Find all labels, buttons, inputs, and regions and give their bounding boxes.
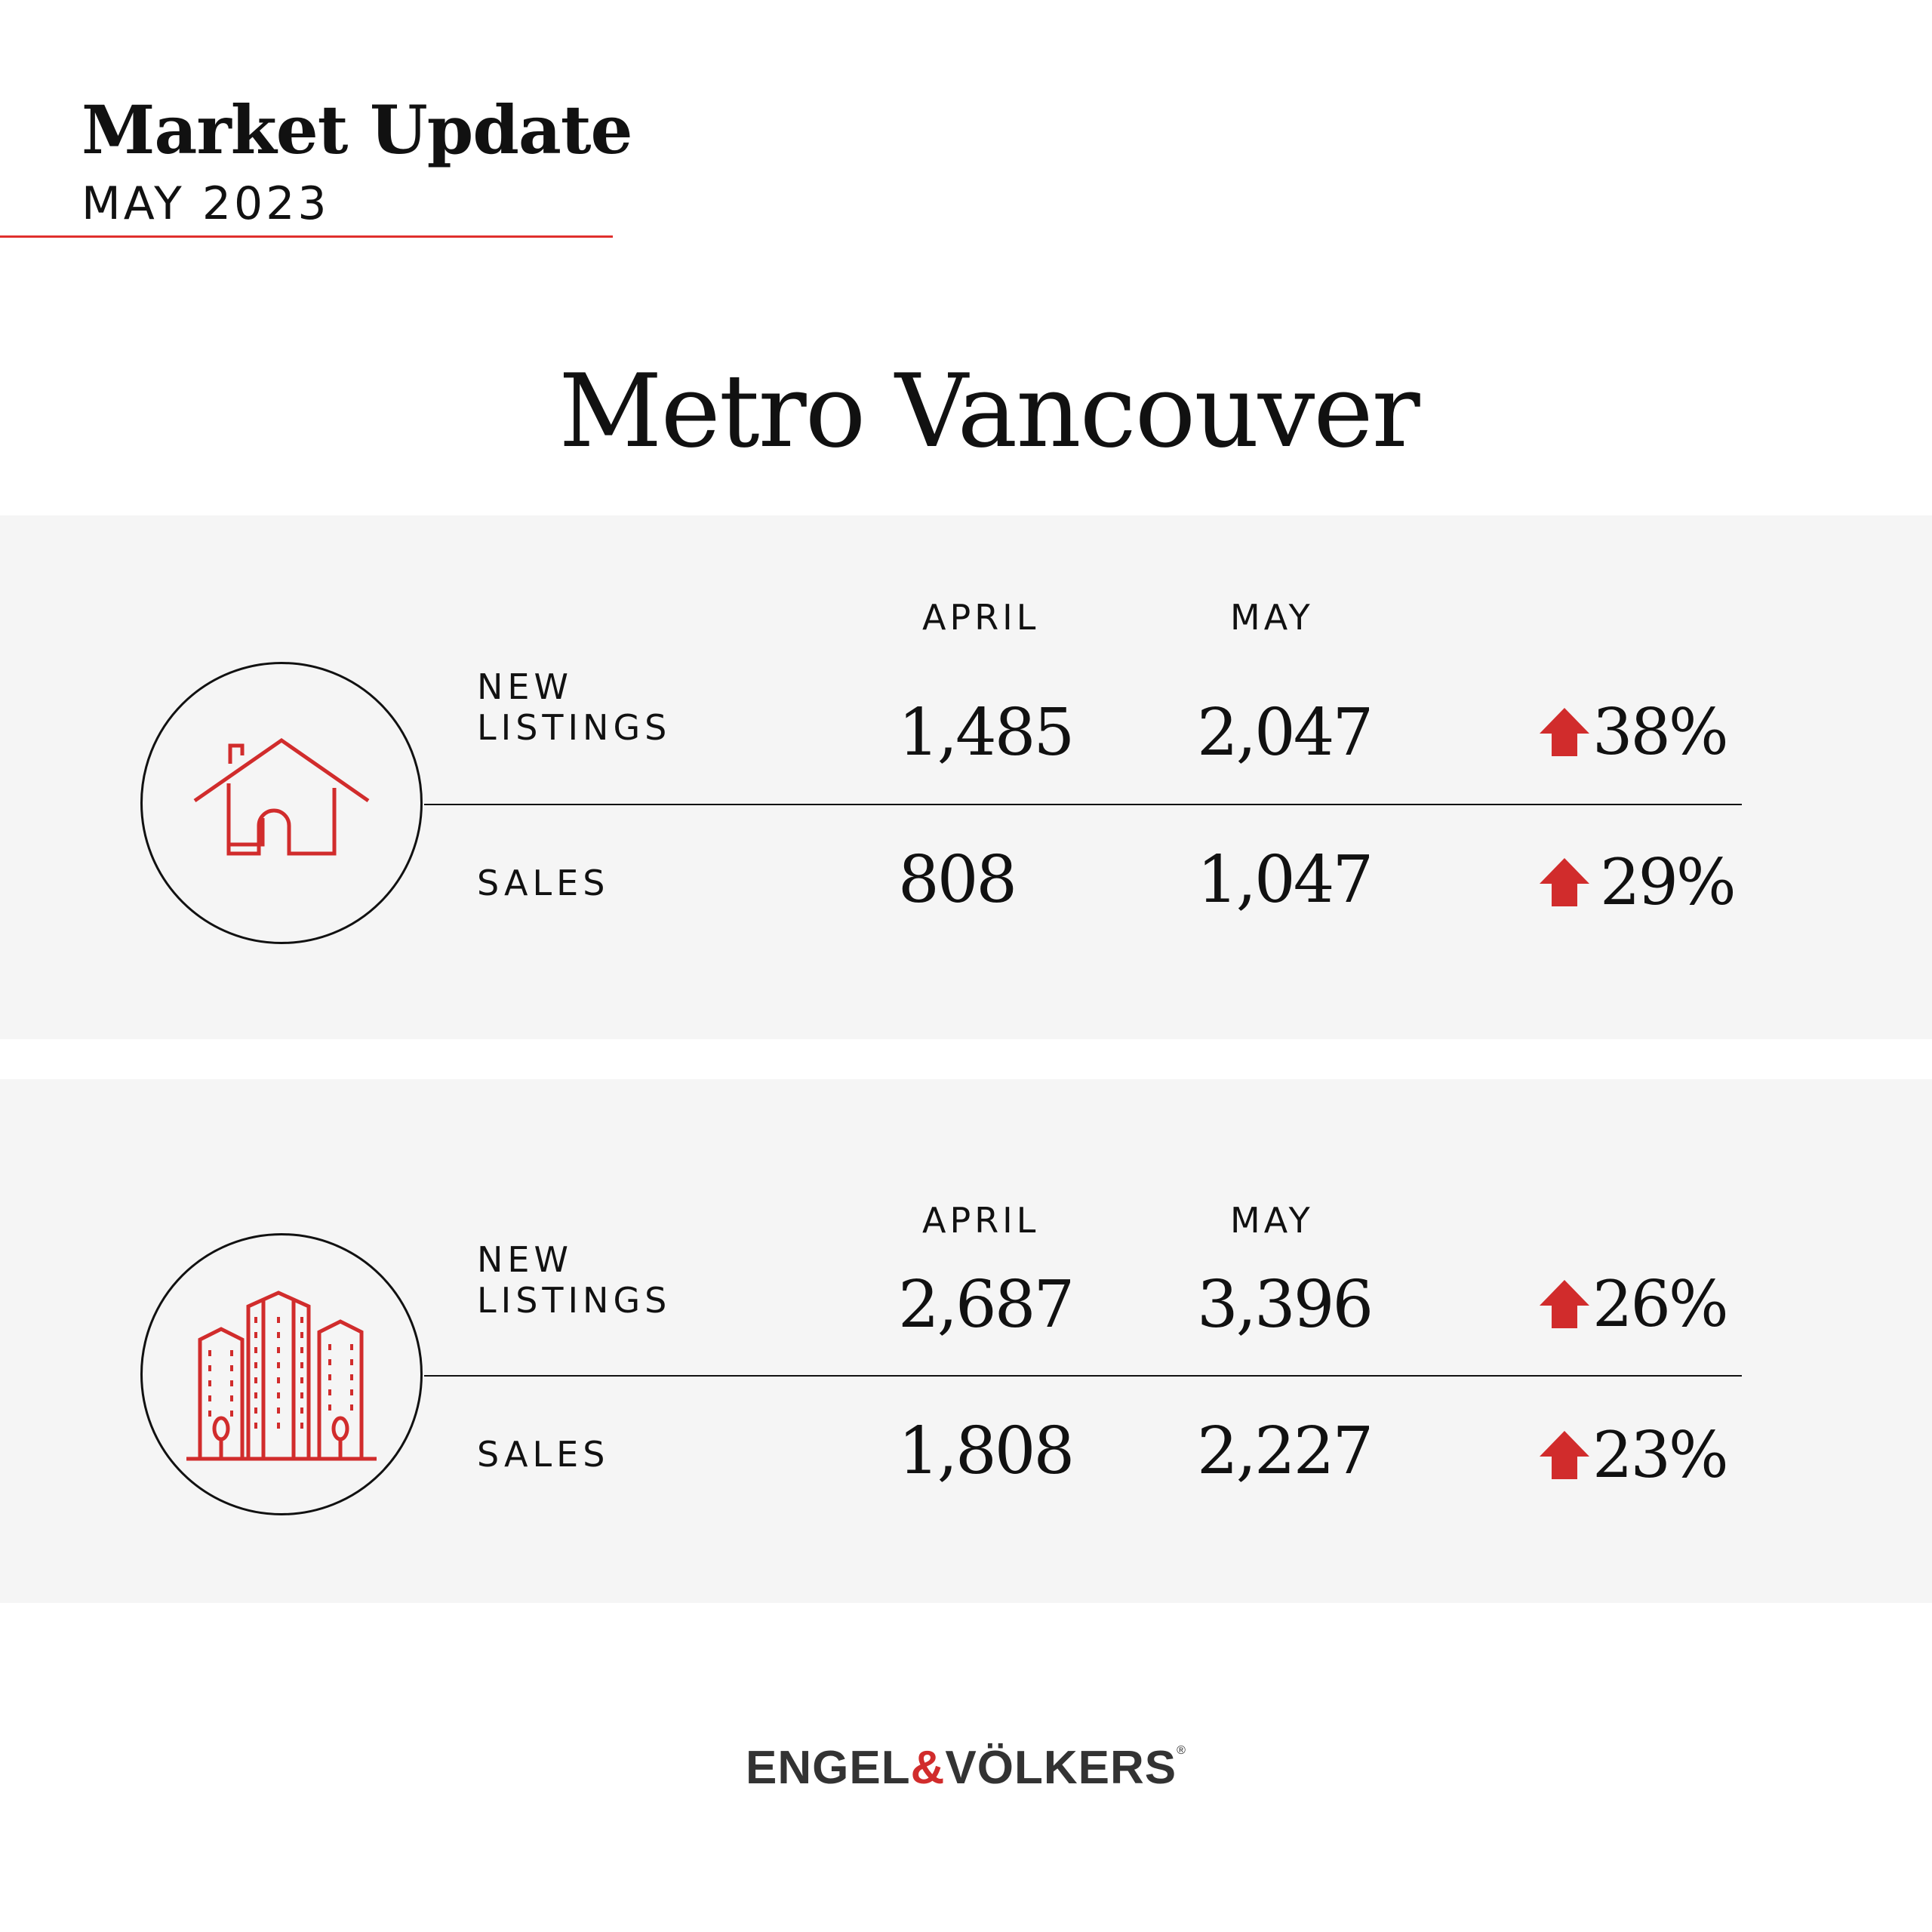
value-may-new-listings: 3,396 <box>1197 1267 1374 1343</box>
apartment-stats-panel: APRIL MAY <box>0 1079 1932 1603</box>
row-divider <box>424 1375 1742 1377</box>
house-icon-circle <box>140 662 423 944</box>
value-may-sales: 2,227 <box>1197 1414 1374 1489</box>
column-header-may: MAY <box>1230 1200 1314 1241</box>
change-new-listings: 38% <box>1540 700 1729 764</box>
apartment-icon-circle <box>140 1233 423 1515</box>
brand-logo: ENGEL&VÖLKERS® <box>746 1742 1186 1794</box>
value-april-new-listings: 2,687 <box>898 1267 1075 1343</box>
change-new-listings: 26% <box>1540 1272 1729 1336</box>
row-label-sales: SALES <box>477 863 610 903</box>
arrow-up-icon <box>1540 1280 1589 1328</box>
page-subtitle: MAY 2023 <box>82 177 330 230</box>
detached-stats-panel: APRIL MAY NEW LISTINGS 1,485 2,047 38% S… <box>0 515 1932 1039</box>
arrow-up-icon <box>1540 1431 1589 1479</box>
arrow-up-icon <box>1540 858 1589 906</box>
column-header-may: MAY <box>1230 597 1314 638</box>
value-april-new-listings: 1,485 <box>898 695 1075 771</box>
value-may-new-listings: 2,047 <box>1197 695 1374 771</box>
house-icon <box>193 737 370 856</box>
apartment-buildings-icon <box>186 1291 377 1461</box>
header-divider <box>0 235 613 238</box>
value-may-sales: 1,047 <box>1197 842 1374 918</box>
column-header-april: APRIL <box>922 597 1040 638</box>
change-sales: 23% <box>1540 1423 1729 1487</box>
row-label-sales: SALES <box>477 1434 610 1475</box>
value-april-sales: 808 <box>898 842 1017 918</box>
row-label-new-listings: NEW LISTINGS <box>477 666 672 749</box>
column-header-april: APRIL <box>922 1200 1040 1241</box>
row-divider <box>424 804 1742 805</box>
page-title: Market Update <box>82 91 632 169</box>
row-label-new-listings: NEW LISTINGS <box>477 1239 672 1321</box>
value-april-sales: 1,808 <box>898 1414 1075 1489</box>
region-title: Metro Vancouver <box>558 352 1420 470</box>
change-sales: 29% <box>1540 851 1737 914</box>
arrow-up-icon <box>1540 708 1589 756</box>
